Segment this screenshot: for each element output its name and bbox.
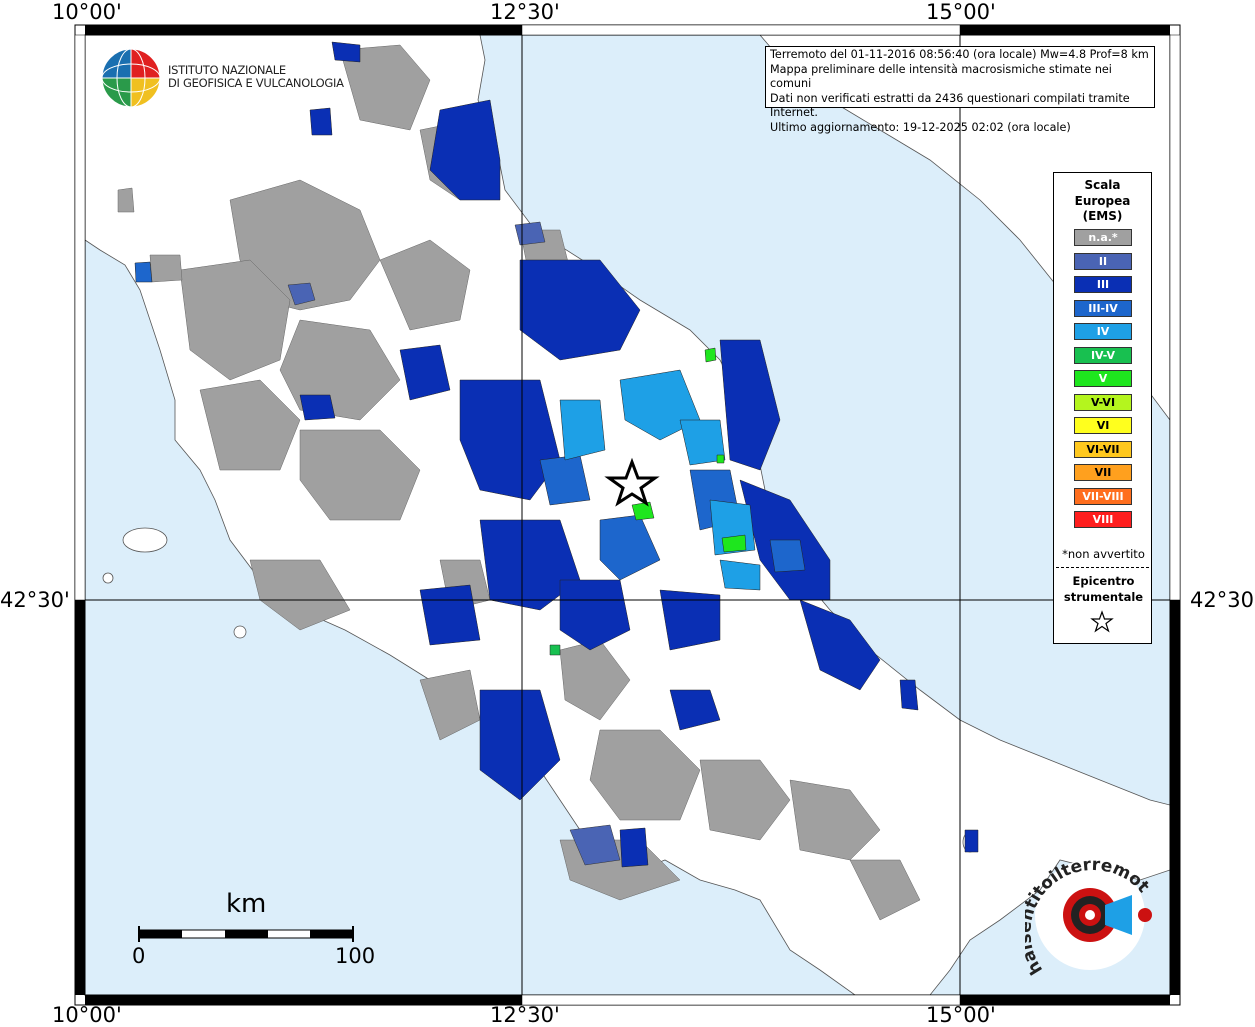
legend-star-icon: [1090, 610, 1114, 633]
ems-legend: Scala Europea (EMS) n.a.* II III III-IV IV IV…: [1053, 172, 1152, 644]
legend-item-vii-viii: VII-VIII: [1074, 487, 1132, 505]
legend-note: *non avvertito: [1062, 547, 1145, 561]
lon-label-east-bottom: 15°00': [926, 1003, 996, 1027]
event-info-line-1: Terremoto del 01-11-2016 08:56:40 (ora l…: [770, 48, 1149, 61]
scale-unit-label: km: [226, 889, 267, 919]
lat-label-left: 42°30': [0, 588, 70, 612]
epicenter-star: [604, 457, 660, 507]
legend-item-vii: VII: [1074, 464, 1132, 481]
legend-epicenter-line-2: strumentale: [1063, 590, 1144, 604]
hsit-brand-text: haisentitoilterremoto.it: [1025, 850, 1153, 978]
island-small-2: [102, 572, 114, 584]
legend-epicenter-label: Epicentro strumentale: [1054, 573, 1153, 605]
lon-label-west-top: 10°00': [52, 0, 122, 24]
institute-line-2: DI GEOFISICA E VULCANOLOGIA: [168, 76, 344, 90]
svg-text:haisentitoilterremoto.it: haisentitoilterremoto.it: [1025, 850, 1153, 978]
municipalities-v: [631, 347, 747, 553]
legend-separator: [1056, 567, 1149, 568]
legend-item-ii: II: [1074, 252, 1132, 270]
ingv-logo: [101, 48, 161, 108]
legend-item-iii: III: [1074, 276, 1132, 293]
legend-epicenter-line-1: Epicentro: [1072, 574, 1135, 588]
municipalities-iii-iv: [134, 261, 806, 581]
municipalities-iii: [299, 41, 979, 868]
municipalities-iv: [559, 369, 761, 591]
legend-title-line-2: Europea: [1074, 193, 1131, 208]
map-frame: [74, 24, 1181, 1006]
island-elba: [122, 527, 168, 553]
legend-title-line-3: (EMS): [1082, 209, 1123, 223]
event-info-line-3: Dati non verificati estratti da 2436 que…: [770, 91, 1130, 120]
legend-item-iv-v: IV-V: [1074, 346, 1132, 364]
legend-title-line-1: Scala: [1084, 178, 1121, 192]
event-info-line-4: Ultimo aggiornamento: 19-12-2025 02:02 (…: [770, 120, 1071, 134]
lon-label-west-bottom: 10°00': [52, 1003, 122, 1027]
legend-item-vi: VI: [1074, 417, 1132, 434]
legend-item-iii-iv: III-IV: [1074, 299, 1132, 317]
municipalities-iv-v: [549, 644, 561, 656]
legend-title: Scala Europea (EMS): [1054, 178, 1151, 225]
lon-label-east-top: 15°00': [926, 0, 996, 24]
event-info-line-2: Mappa preliminare delle intensità macros…: [770, 62, 1112, 91]
legend-item-iv: IV: [1074, 323, 1132, 340]
legend-item-v-vi: V-VI: [1074, 393, 1132, 411]
legend-item-v: V: [1074, 370, 1132, 387]
legend-item-n-a: n.a.*: [1074, 229, 1132, 246]
scale-min-label: 0: [132, 944, 146, 968]
hsit-brand-name: haisentitoilterremoto.it: [1025, 850, 1153, 978]
event-info-box: Terremoto del 01-11-2016 08:56:40 (ora l…: [765, 46, 1155, 134]
lat-label-right: 42°30': [1190, 588, 1255, 612]
institute-line-1: ISTITUTO NAZIONALE: [168, 63, 286, 77]
island-small: [233, 625, 247, 639]
institute-name: ISTITUTO NAZIONALE DI GEOFISICA E VULCAN…: [168, 64, 344, 90]
lon-label-mid-bottom: 12°30': [490, 1003, 560, 1027]
scale-bar: [138, 926, 354, 942]
legend-item-viii: VIII: [1074, 511, 1132, 528]
graticule: [85, 35, 1170, 995]
legend-item-vi-vii: VI-VII: [1074, 440, 1132, 458]
hsit-logo: [1035, 860, 1152, 970]
lon-label-mid-top: 12°30': [490, 0, 560, 24]
scale-max-label: 100: [335, 944, 376, 968]
